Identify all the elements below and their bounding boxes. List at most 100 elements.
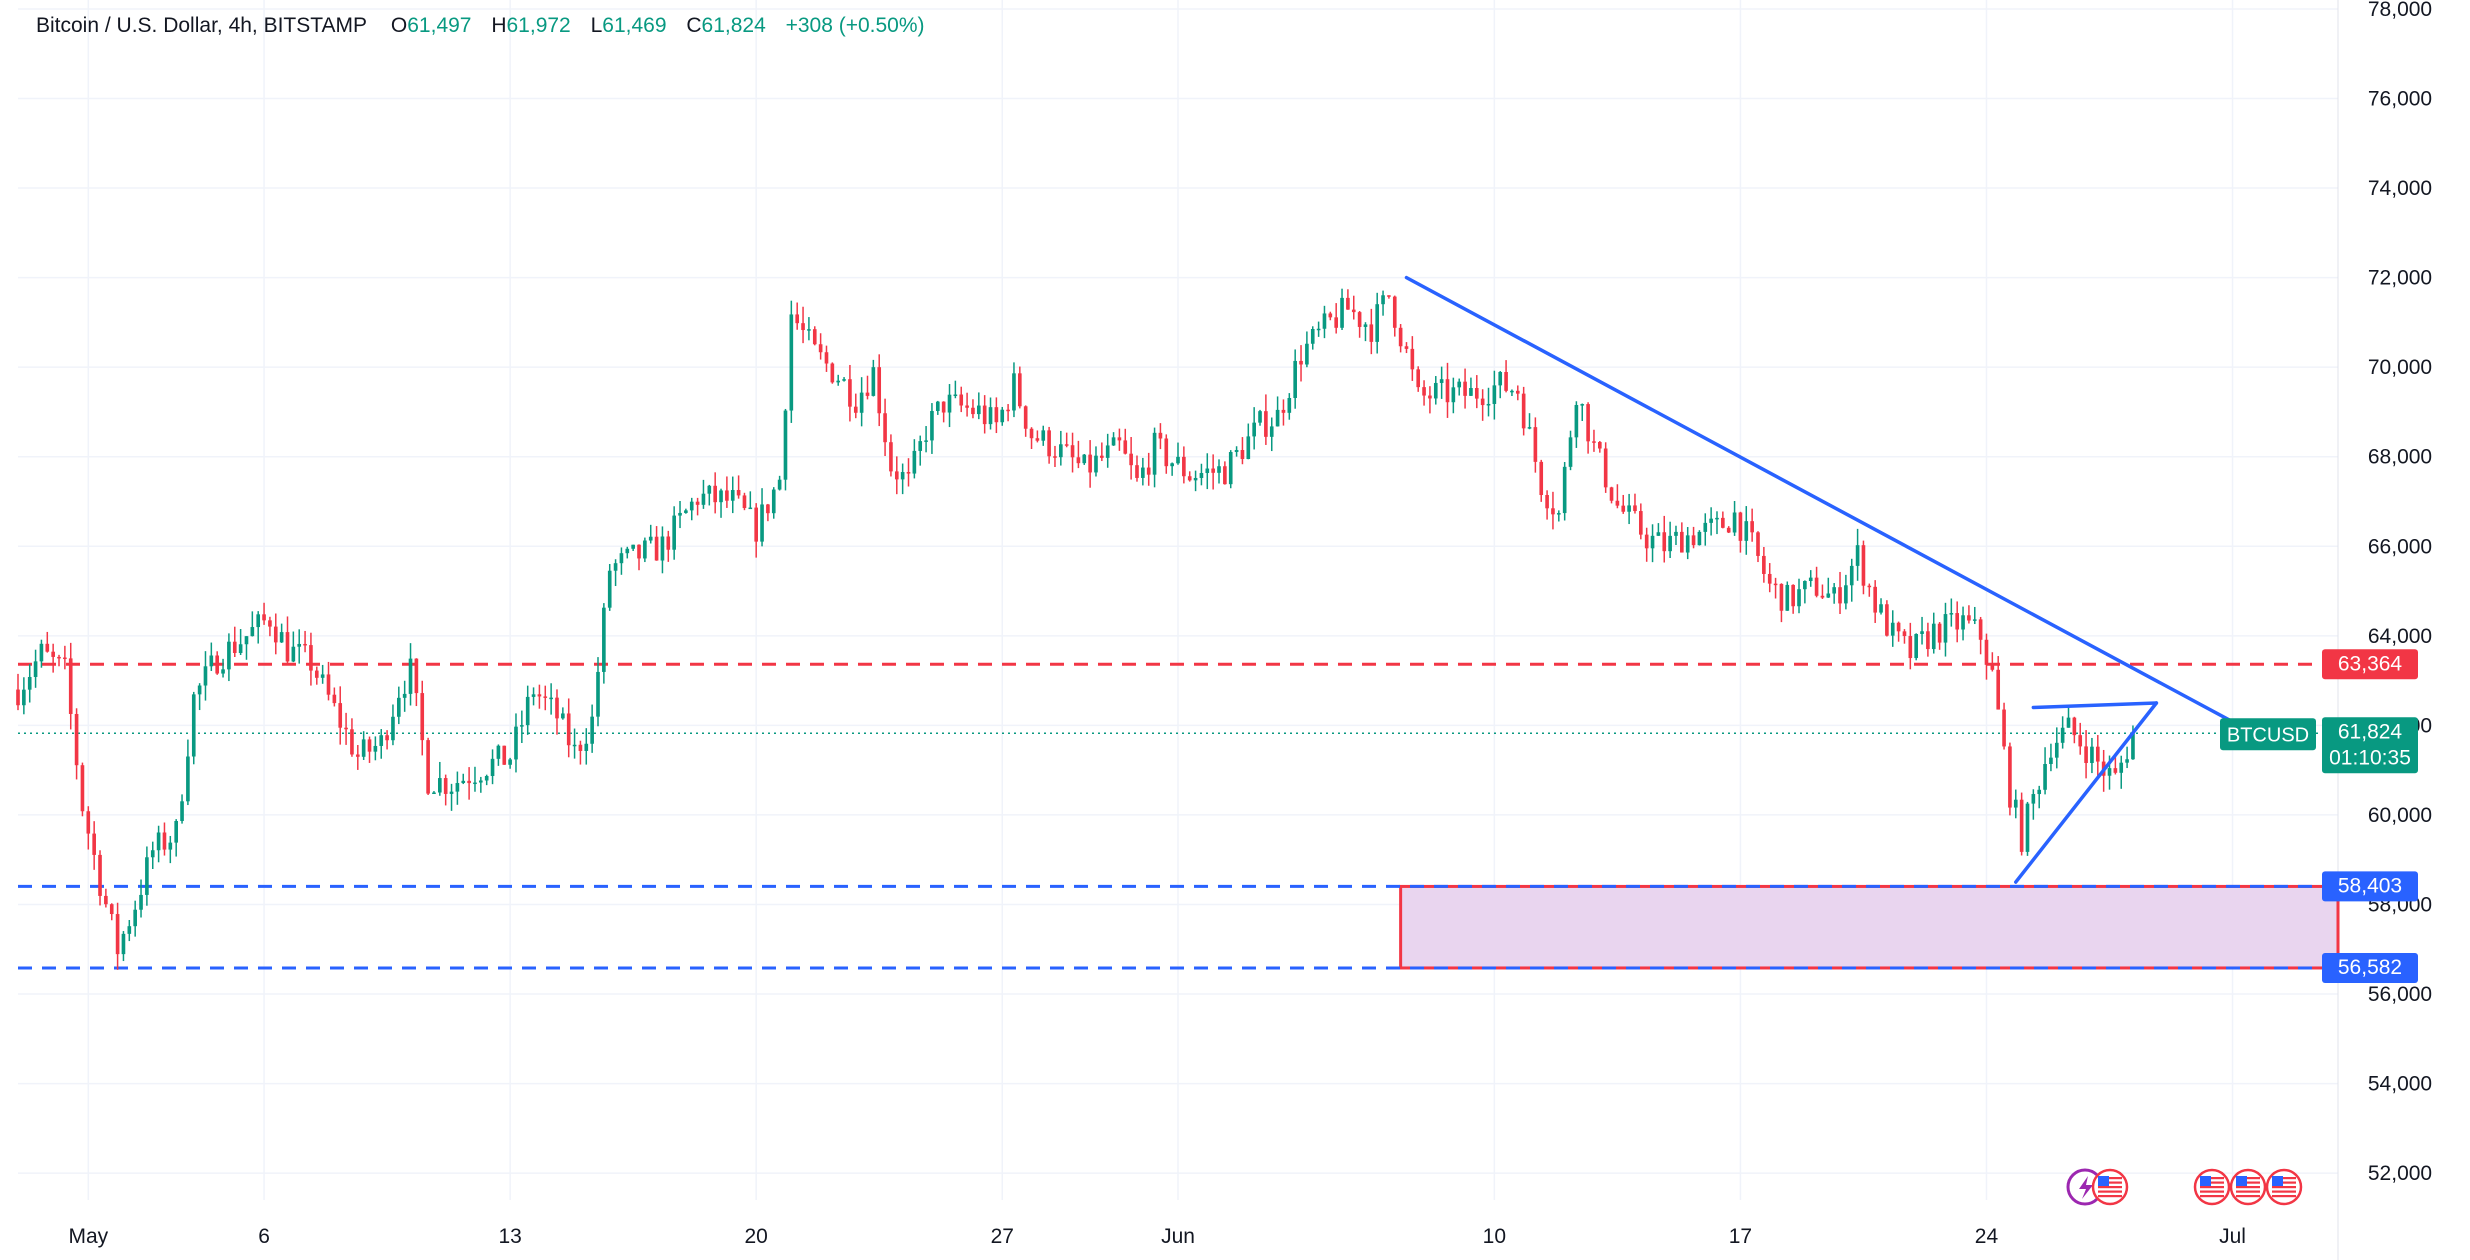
candle[interactable] — [561, 707, 565, 720]
candle[interactable] — [268, 616, 272, 637]
candle[interactable] — [361, 731, 366, 760]
candle[interactable] — [1533, 417, 1538, 473]
candle[interactable] — [1428, 386, 1432, 414]
candle[interactable] — [1756, 531, 1760, 563]
candle[interactable] — [678, 500, 682, 529]
candle[interactable] — [121, 931, 126, 962]
candle[interactable] — [994, 397, 999, 434]
candle[interactable] — [1615, 484, 1620, 509]
candle[interactable] — [1791, 584, 1795, 614]
candle[interactable] — [262, 602, 266, 625]
time-axis[interactable]: May 6 13 20 27 Jun 10 17 24 Jul — [68, 1225, 2246, 1248]
candle[interactable] — [906, 458, 911, 487]
candle[interactable] — [1750, 508, 1754, 542]
candle[interactable] — [1984, 633, 1989, 680]
candle[interactable] — [1076, 440, 1081, 469]
candle[interactable] — [748, 491, 753, 510]
candle[interactable] — [2037, 785, 2042, 809]
candle[interactable] — [16, 673, 20, 711]
candle[interactable] — [1685, 527, 1690, 560]
candle[interactable] — [162, 822, 167, 856]
candle[interactable] — [947, 384, 952, 428]
candle[interactable] — [631, 544, 635, 552]
candle[interactable] — [789, 300, 794, 423]
candle[interactable] — [385, 730, 389, 750]
candle[interactable] — [1726, 526, 1731, 534]
candle[interactable] — [1785, 581, 1790, 611]
candle[interactable] — [1773, 577, 1778, 599]
candle[interactable] — [889, 434, 893, 477]
candle[interactable] — [742, 492, 747, 511]
candle[interactable] — [725, 476, 729, 508]
candle[interactable] — [1697, 530, 1702, 546]
candle[interactable] — [2031, 789, 2036, 820]
candle[interactable] — [1064, 432, 1069, 448]
candle[interactable] — [1053, 445, 1057, 468]
candle[interactable] — [654, 526, 659, 561]
candle[interactable] — [666, 530, 671, 562]
candle[interactable] — [1105, 433, 1110, 468]
candle[interactable] — [877, 354, 882, 427]
candle[interactable] — [1779, 583, 1784, 623]
economic-event-icons[interactable] — [2066, 1168, 2303, 1206]
candle[interactable] — [1961, 606, 1965, 641]
candle[interactable] — [27, 664, 32, 703]
candle[interactable] — [1955, 601, 1960, 643]
candle[interactable] — [1621, 494, 1626, 514]
candle[interactable] — [1744, 506, 1749, 555]
candle[interactable] — [1410, 336, 1415, 381]
candle[interactable] — [1556, 510, 1561, 522]
candle[interactable] — [871, 359, 876, 397]
candle[interactable] — [1515, 385, 1520, 401]
candle[interactable] — [965, 392, 969, 417]
candle[interactable] — [473, 766, 477, 792]
candle[interactable] — [1908, 622, 1913, 670]
candle[interactable] — [783, 408, 788, 491]
candle[interactable] — [1674, 525, 1678, 545]
candle[interactable] — [853, 393, 858, 419]
candle[interactable] — [2054, 727, 2059, 769]
candle[interactable] — [180, 794, 184, 824]
candle[interactable] — [1527, 413, 1532, 430]
candle[interactable] — [2084, 730, 2088, 779]
candle[interactable] — [1650, 524, 1655, 563]
candle[interactable] — [2025, 801, 2030, 856]
candle[interactable] — [555, 689, 559, 735]
candle[interactable] — [1580, 403, 1585, 422]
candle[interactable] — [1264, 394, 1268, 445]
candle[interactable] — [976, 392, 981, 420]
candle[interactable] — [924, 426, 928, 453]
candle[interactable] — [1351, 295, 1356, 320]
candle[interactable] — [2066, 705, 2071, 728]
candle[interactable] — [1926, 622, 1930, 657]
candle[interactable] — [1217, 459, 1221, 484]
candle[interactable] — [777, 475, 782, 491]
candle[interactable] — [1902, 629, 1907, 644]
candle[interactable] — [695, 497, 700, 516]
candle[interactable] — [1838, 571, 1842, 615]
candle[interactable] — [613, 559, 618, 587]
candle[interactable] — [1592, 429, 1596, 452]
candle[interactable] — [1568, 430, 1573, 471]
candle[interactable] — [1445, 362, 1450, 418]
candle[interactable] — [402, 680, 407, 712]
candle[interactable] — [285, 616, 290, 664]
candle[interactable] — [1422, 380, 1426, 406]
candle[interactable] — [1322, 305, 1327, 339]
candle[interactable] — [1609, 486, 1614, 504]
candle[interactable] — [508, 757, 512, 769]
candle[interactable] — [1404, 342, 1409, 354]
candle[interactable] — [467, 767, 471, 800]
candle[interactable] — [2072, 716, 2077, 744]
candle[interactable] — [1111, 432, 1116, 446]
candle[interactable] — [1562, 462, 1567, 521]
candle[interactable] — [350, 718, 354, 757]
triangle-upper[interactable] — [2031, 701, 2159, 710]
candle[interactable] — [1943, 602, 1948, 657]
candle[interactable] — [1211, 454, 1215, 490]
candle[interactable] — [596, 657, 600, 727]
candle[interactable] — [900, 463, 905, 495]
candle[interactable] — [344, 712, 348, 745]
candle[interactable] — [625, 546, 630, 559]
candle[interactable] — [935, 400, 940, 415]
